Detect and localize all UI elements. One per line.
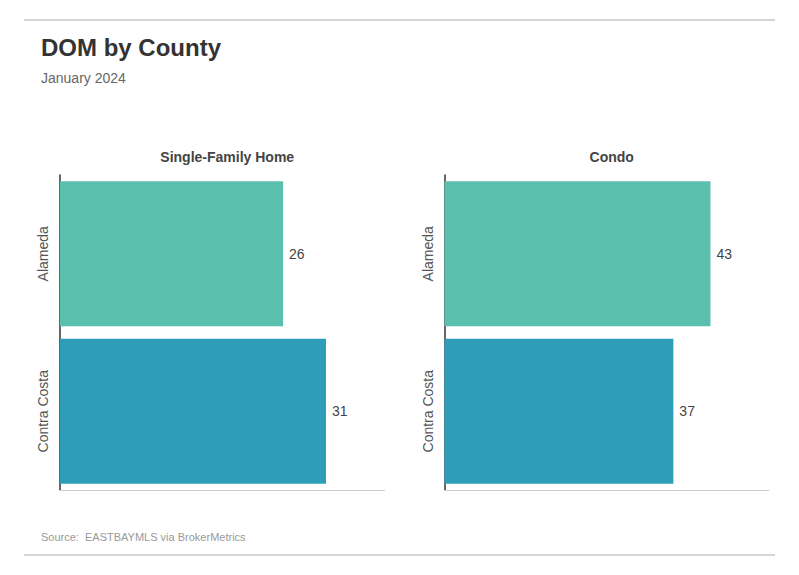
svg-text:Source: EASTBAYMLS via Broker: Source: EASTBAYMLS via BrokerMetrics [41, 531, 246, 543]
svg-text:DOM by County: DOM by County [41, 34, 222, 61]
svg-text:43: 43 [716, 246, 732, 262]
svg-text:26: 26 [289, 246, 305, 262]
svg-text:Single-Family Home: Single-Family Home [160, 149, 294, 165]
svg-text:Contra Costa: Contra Costa [420, 370, 436, 453]
svg-text:Contra Costa: Contra Costa [35, 370, 51, 453]
svg-text:Condo: Condo [590, 149, 634, 165]
svg-text:Alameda: Alameda [420, 226, 436, 281]
svg-text:31: 31 [332, 403, 348, 419]
svg-text:Alameda: Alameda [35, 226, 51, 281]
svg-text:37: 37 [679, 403, 695, 419]
svg-text:January 2024: January 2024 [41, 70, 126, 86]
